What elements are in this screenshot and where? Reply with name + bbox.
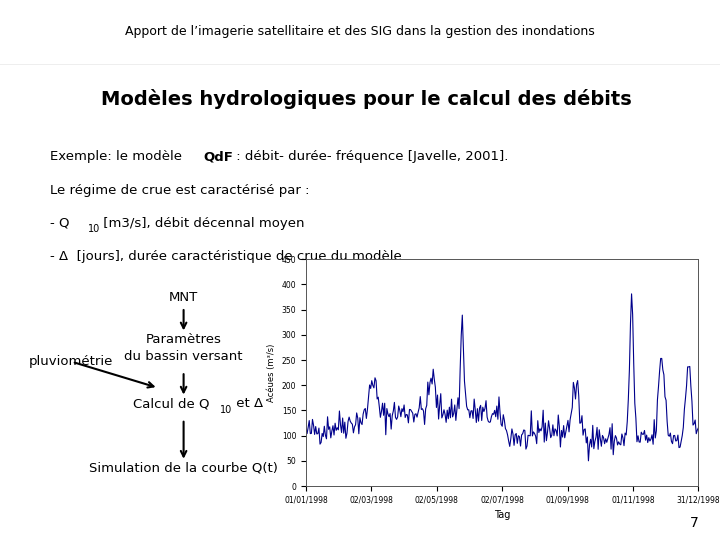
Y-axis label: Acéues (m³/s): Acéues (m³/s) (267, 343, 276, 402)
Text: [m3/s], débit décennal moyen: [m3/s], débit décennal moyen (99, 217, 305, 230)
Text: 10: 10 (88, 224, 100, 234)
Text: Le régime de crue est caractérisé par :: Le régime de crue est caractérisé par : (50, 184, 310, 197)
Text: - Δ  [jours], durée caractéristique de crue du modèle: - Δ [jours], durée caractéristique de cr… (50, 250, 402, 263)
Text: Modèles hydrologiques pour le calcul des débits: Modèles hydrologiques pour le calcul des… (101, 89, 631, 109)
Text: 10: 10 (220, 404, 232, 415)
Text: QdF: QdF (203, 150, 233, 163)
Text: : débit- durée- fréquence [Javelle, 2001].: : débit- durée- fréquence [Javelle, 2001… (232, 150, 508, 163)
Text: pluviométrie: pluviométrie (29, 355, 113, 368)
Text: et Δ: et Δ (232, 397, 263, 410)
X-axis label: Tag: Tag (494, 510, 510, 520)
Text: - Q: - Q (50, 217, 70, 230)
Text: MNT: MNT (169, 291, 198, 303)
Text: Calcul de Q: Calcul de Q (133, 397, 210, 410)
Text: Paramètres
du bassin versant: Paramètres du bassin versant (125, 333, 243, 363)
Text: Exemple: le modèle: Exemple: le modèle (50, 150, 186, 163)
Text: 7: 7 (690, 516, 698, 530)
Text: Apport de l’imagerie satellitaire et des SIG dans la gestion des inondations: Apport de l’imagerie satellitaire et des… (125, 25, 595, 38)
Text: Simulation de la courbe Q(t): Simulation de la courbe Q(t) (89, 462, 278, 475)
